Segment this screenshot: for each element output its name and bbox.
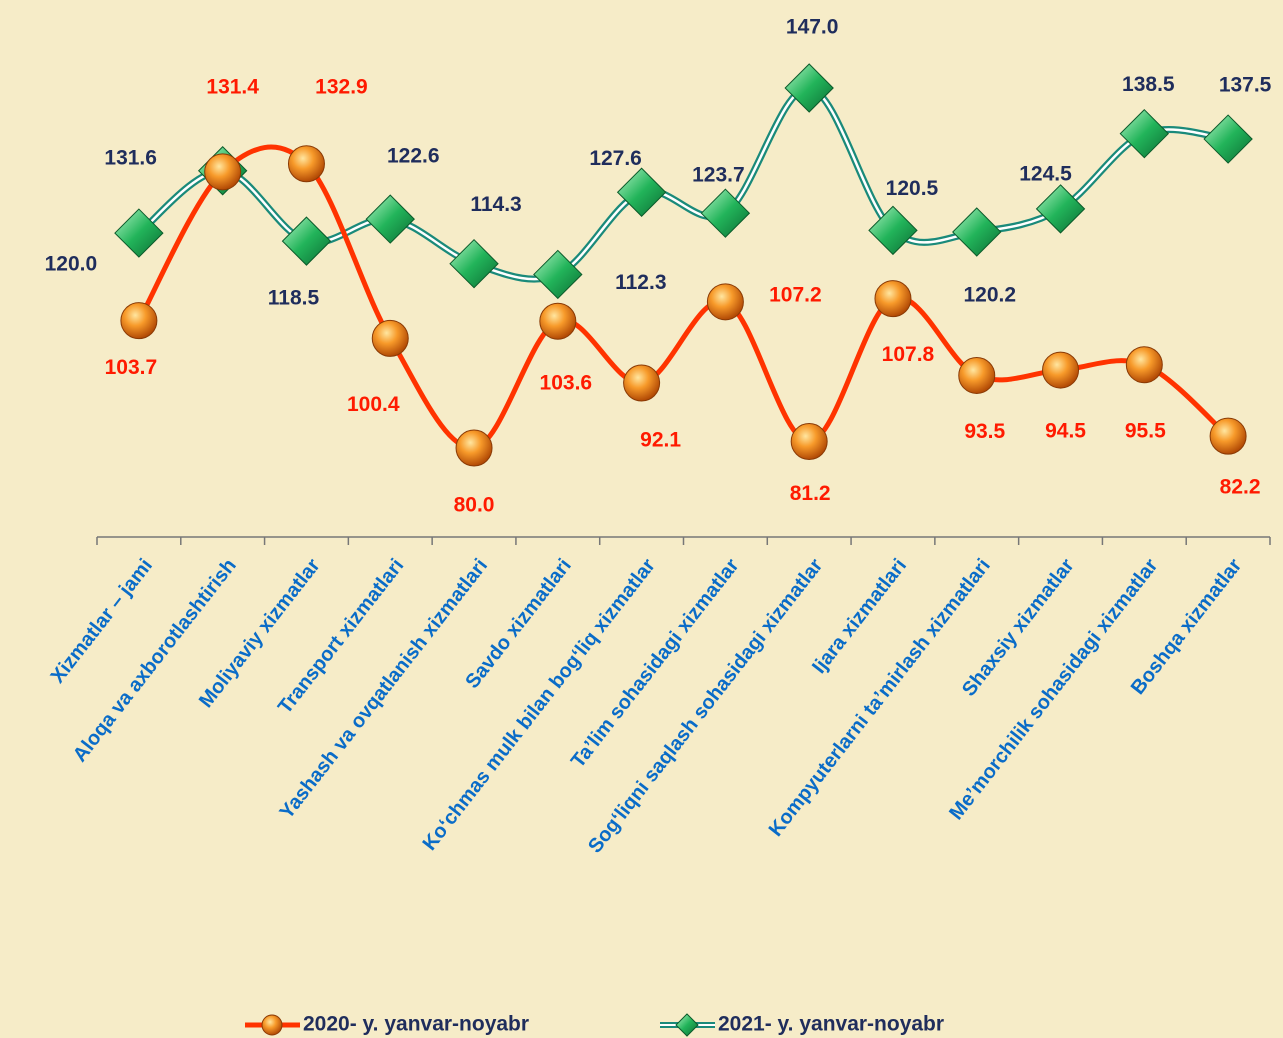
legend-label: 2021- y. yanvar-noyabr [718, 1013, 944, 1036]
data-label: 127.6 [589, 147, 642, 170]
data-label: 94.5 [1045, 420, 1086, 443]
marker [1125, 346, 1163, 384]
data-label: 122.6 [387, 145, 440, 168]
marker [287, 145, 325, 183]
marker [281, 216, 332, 266]
data-label: 103.6 [540, 372, 593, 395]
data-label: 81.2 [790, 482, 831, 505]
data-label: 131.6 [104, 146, 157, 169]
data-label: 120.5 [886, 177, 939, 200]
marker [365, 194, 415, 244]
data-label: 132.9 [315, 75, 368, 98]
data-label: 107.8 [882, 343, 935, 366]
data-label: 103.7 [105, 356, 158, 379]
marker [371, 319, 409, 357]
data-label: 120.0 [45, 253, 98, 276]
data-label: 118.5 [268, 287, 320, 310]
data-label: 93.5 [964, 420, 1005, 443]
marker [784, 63, 834, 113]
data-label: 82.2 [1220, 476, 1261, 499]
marker [539, 302, 577, 340]
marker [204, 153, 242, 191]
marker [790, 423, 828, 461]
data-label: 107.2 [769, 283, 822, 306]
legend-label: 2020- y. yanvar-noyabr [303, 1013, 529, 1036]
marker [706, 283, 744, 321]
marker [1119, 108, 1170, 159]
marker [114, 208, 164, 258]
data-label: 114.3 [470, 193, 521, 216]
marker [616, 167, 667, 217]
marker [958, 356, 996, 394]
legend-marker [261, 1014, 283, 1036]
marker [533, 249, 583, 300]
marker [1042, 351, 1080, 389]
marker [952, 207, 1002, 257]
marker [455, 429, 493, 467]
data-label: 124.5 [1019, 162, 1072, 185]
marker [623, 364, 661, 402]
data-label: 92.1 [640, 429, 681, 452]
marker [1209, 417, 1247, 455]
data-label: 137.5 [1219, 74, 1272, 97]
data-label: 80.0 [454, 494, 495, 517]
marker [868, 205, 918, 256]
data-label: 147.0 [786, 16, 839, 39]
marker [1203, 114, 1253, 164]
data-label: 123.7 [692, 164, 745, 187]
marker [874, 280, 912, 318]
marker [120, 302, 158, 340]
data-label: 112.3 [615, 271, 666, 294]
marker [449, 238, 499, 289]
data-label: 131.4 [206, 75, 259, 98]
marker [1035, 184, 1086, 234]
legend-marker [675, 1013, 699, 1037]
data-label: 120.2 [963, 284, 1016, 307]
data-label: 95.5 [1125, 419, 1166, 442]
marker [700, 188, 751, 238]
data-label: 138.5 [1122, 73, 1175, 96]
data-label: 100.4 [347, 393, 400, 416]
